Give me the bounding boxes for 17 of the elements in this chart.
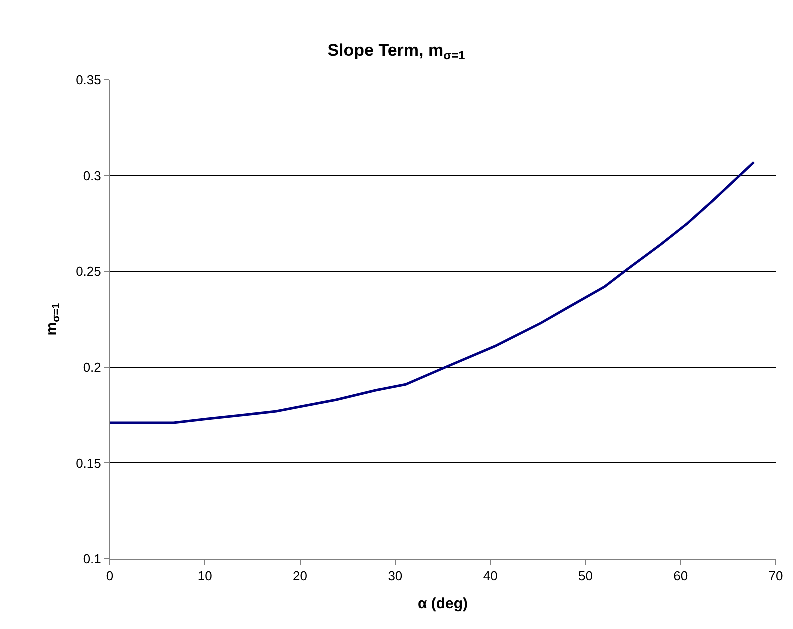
x-tick-label: 70 [768, 568, 784, 584]
y-tick-label: 0.3 [83, 168, 102, 184]
x-tick-label: 40 [483, 568, 498, 584]
chart-title: Slope Term, m$_{σ=1}$ [328, 40, 466, 62]
x-tick-label: 10 [198, 568, 212, 584]
x-tick-label: 60 [674, 568, 688, 584]
y-tick-label: 0.25 [76, 264, 102, 280]
y-tick-label: 0.15 [76, 456, 102, 471]
x-axis-title: α (deg) [418, 596, 468, 613]
x-tick-label: 20 [293, 568, 308, 584]
x-tick-label: 0 [106, 568, 114, 584]
y-tick-label: 0.2 [83, 360, 102, 375]
x-tick-label: 50 [578, 568, 593, 584]
x-tick-label: 30 [388, 568, 403, 584]
line-series [110, 161, 756, 424]
y-tick-label: 0.1 [83, 552, 102, 567]
y-tick-label: 0.35 [76, 72, 102, 88]
